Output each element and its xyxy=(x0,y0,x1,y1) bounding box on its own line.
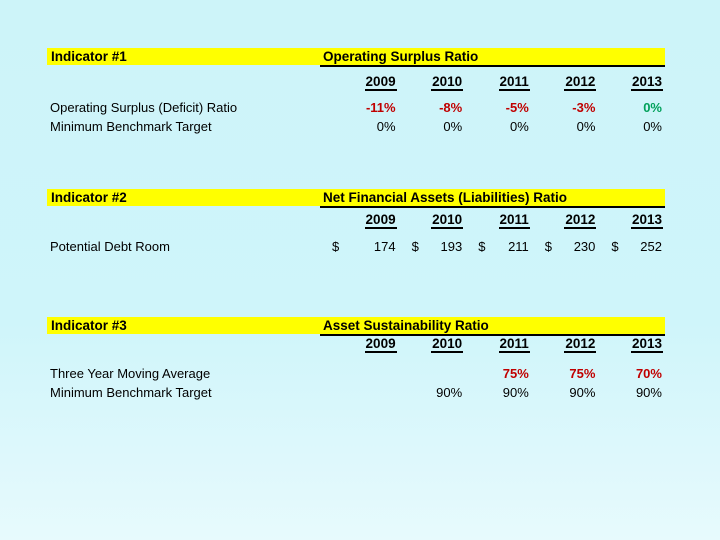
spacer xyxy=(47,337,332,353)
value-cell: $ 211 xyxy=(465,239,532,254)
section2-data-row-1: Potential Debt Room $ 174 $ 193 $ 211 $ … xyxy=(47,239,665,254)
year-header: 2013 xyxy=(598,75,665,91)
year-header: 2010 xyxy=(399,337,466,353)
year-header: 2009 xyxy=(332,337,399,353)
row-label: Potential Debt Room xyxy=(50,239,170,254)
value-cell xyxy=(332,366,399,381)
value-cell: $ 230 xyxy=(532,239,599,254)
section1-header-band: Indicator #1 Operating Surplus Ratio xyxy=(47,48,665,67)
value-cell: 0% xyxy=(643,119,662,134)
row-label: Minimum Benchmark Target xyxy=(50,385,212,400)
currency-symbol: $ xyxy=(611,239,619,254)
spacer xyxy=(47,213,332,229)
spacer xyxy=(47,75,332,91)
year-label: 2011 xyxy=(498,212,530,229)
value-cell: -3% xyxy=(572,100,596,115)
year-label: 2011 xyxy=(498,74,530,91)
value-cell: -11% xyxy=(365,100,396,115)
year-header: 2011 xyxy=(465,75,532,91)
value-cell: $ 252 xyxy=(598,239,665,254)
year-label: 2009 xyxy=(364,336,397,353)
section1-year-row: 2009 2010 2011 2012 2013 xyxy=(47,75,665,91)
year-label: 2012 xyxy=(564,212,597,229)
year-label: 2013 xyxy=(630,212,663,229)
value-cell: 0% xyxy=(576,119,596,134)
value-cell: -8% xyxy=(439,100,463,115)
section1-data-row-2: Minimum Benchmark Target 0% 0% 0% 0% 0% xyxy=(47,119,665,134)
value-cell: 0% xyxy=(643,100,662,115)
year-header: 2011 xyxy=(465,337,532,353)
section3-data-row-1: Three Year Moving Average 75% 75% 70% xyxy=(47,366,665,381)
section3-data-row-2: Minimum Benchmark Target 90% 90% 90% 90% xyxy=(47,385,665,400)
indicator-label: Indicator #3 xyxy=(51,318,127,333)
year-label: 2013 xyxy=(630,336,663,353)
section1-data-row-1: Operating Surplus (Deficit) Ratio -11% -… xyxy=(47,100,665,115)
value-cell: 90% xyxy=(569,385,596,400)
value-cell: 90% xyxy=(436,385,463,400)
section3-year-row: 2009 2010 2011 2012 2013 xyxy=(47,337,665,353)
year-label: 2010 xyxy=(431,74,464,91)
value-cell xyxy=(399,366,466,381)
section3-header-band: Indicator #3 Asset Sustainability Ratio xyxy=(47,317,665,336)
value-cell: 90% xyxy=(635,385,662,400)
year-label: 2010 xyxy=(431,336,464,353)
year-header: 2013 xyxy=(598,337,665,353)
currency-symbol: $ xyxy=(478,239,486,254)
year-header: 2010 xyxy=(399,75,466,91)
year-label: 2009 xyxy=(364,74,397,91)
value-cell: $ 193 xyxy=(399,239,466,254)
section-title: Operating Surplus Ratio xyxy=(320,48,665,67)
section2-year-row: 2009 2010 2011 2012 2013 xyxy=(47,213,665,229)
value-cell: $ 174 xyxy=(332,239,399,254)
currency-symbol: $ xyxy=(411,239,419,254)
year-header: 2011 xyxy=(465,213,532,229)
indicator-label: Indicator #2 xyxy=(51,190,127,205)
value-cell xyxy=(332,385,399,400)
value: 174 xyxy=(373,239,396,254)
indicator-label: Indicator #1 xyxy=(51,49,127,64)
row-label: Operating Surplus (Deficit) Ratio xyxy=(50,100,238,115)
year-header: 2012 xyxy=(532,213,599,229)
value-cell: 70% xyxy=(635,366,662,381)
value-cell: 0% xyxy=(443,119,463,134)
currency-symbol: $ xyxy=(544,239,553,254)
value: 193 xyxy=(440,239,463,254)
value: 211 xyxy=(508,239,529,254)
value-cell: -5% xyxy=(505,100,529,115)
year-header: 2012 xyxy=(532,75,599,91)
year-label: 2013 xyxy=(630,74,663,91)
value-cell: 0% xyxy=(510,119,529,134)
year-label: 2012 xyxy=(564,74,597,91)
row-label: Three Year Moving Average xyxy=(50,366,211,381)
section-title: Net Financial Assets (Liabilities) Ratio xyxy=(320,189,665,208)
value: 230 xyxy=(573,239,596,254)
value-cell: 0% xyxy=(376,119,396,134)
year-label: 2011 xyxy=(498,336,530,353)
value: 252 xyxy=(640,239,662,254)
year-label: 2012 xyxy=(564,336,597,353)
year-header: 2010 xyxy=(399,213,466,229)
value-cell: 75% xyxy=(502,366,529,381)
year-header: 2009 xyxy=(332,75,399,91)
row-label: Minimum Benchmark Target xyxy=(50,119,212,134)
year-header: 2013 xyxy=(598,213,665,229)
section2-header-band: Indicator #2 Net Financial Assets (Liabi… xyxy=(47,189,665,208)
year-header: 2012 xyxy=(532,337,599,353)
section-title: Asset Sustainability Ratio xyxy=(320,317,665,336)
value-cell: 90% xyxy=(502,385,529,400)
year-label: 2009 xyxy=(364,212,397,229)
year-header: 2009 xyxy=(332,213,399,229)
value-cell: 75% xyxy=(569,366,596,381)
currency-symbol: $ xyxy=(332,239,340,254)
year-label: 2010 xyxy=(431,212,464,229)
